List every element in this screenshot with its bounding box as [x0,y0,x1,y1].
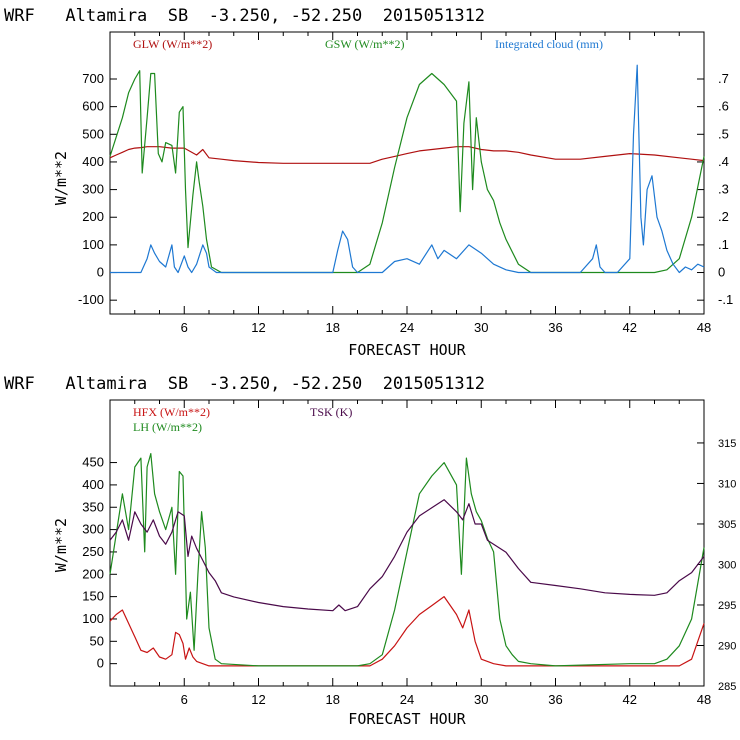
series-line-lh [109,453,705,667]
y2-tick-label: .4 [718,154,729,169]
x-tick-label: 42 [623,320,637,335]
bottom-y-axis-ticks: 0 50 100 150 200 250 300 350 400 450 [82,455,117,671]
y-tick-label: 50 [90,633,104,648]
x-tick-label: 48 [697,692,711,707]
y2-tick-label: 0 [718,265,725,280]
x-tick-label: 12 [251,320,265,335]
top-x-axis-ticks: 6 12 18 24 30 36 42 48 [134,32,711,335]
series-line-glw [109,146,705,164]
y2-tick-label: 305 [718,519,736,531]
legend-hfx: HFX (W/m**2) [133,405,210,419]
y-tick-label: 250 [82,544,104,559]
x-tick-label: 18 [326,692,340,707]
top-chart-title: WRF Altamira SB -3.250, -52.250 20150513… [4,6,485,26]
y2-tick-label: 290 [718,640,736,652]
y-tick-label: 0 [97,265,104,280]
y-tick-label: 300 [82,522,104,537]
x-tick-label: 42 [623,692,637,707]
series-line-gsw [109,70,705,274]
bottom-x-axis-label: FORECAST HOUR [348,710,466,728]
y2-tick-label: .5 [718,126,729,141]
y-tick-label: 100 [82,611,104,626]
top-plot-frame [109,31,705,315]
bottom-series-lines [109,453,705,667]
series-line-hfx [109,596,705,667]
series-line-tsk [109,499,705,612]
bottom-y-axis-label: W/m**2 [52,518,70,572]
top-y-axis-label: W/m**2 [52,151,70,205]
y2-tick-label: .7 [718,71,729,86]
y-tick-label: 600 [82,99,104,114]
bottom-plot-frame [109,399,705,687]
x-tick-label: 6 [181,320,188,335]
legend-glw: GLW (W/m**2) [133,37,212,51]
x-tick-label: 18 [326,320,340,335]
x-tick-label: 48 [697,320,711,335]
y2-tick-label: .3 [718,182,729,197]
y2-tick-label: 300 [718,559,736,571]
y2-tick-label: 310 [718,478,736,490]
legend-lh: LH (W/m**2) [133,420,202,434]
y2-tick-label: .2 [718,209,729,224]
series-line-integrated [110,64,705,274]
y-tick-label: 100 [82,237,104,252]
x-tick-label: 24 [400,692,414,707]
top-series-lines [109,64,705,274]
top-y2-axis-ticks: -.1 0 .1 .2 .3 .4 .5 .6 .7 [697,71,733,307]
y-tick-label: 700 [82,71,104,86]
x-tick-label: 6 [181,692,188,707]
y-tick-label: 350 [82,499,104,514]
y-tick-label: 450 [82,455,104,470]
y-tick-label: 400 [82,477,104,492]
x-tick-label: 30 [474,320,488,335]
y2-tick-label: .1 [718,237,729,252]
x-tick-label: 12 [251,692,265,707]
x-tick-label: 30 [474,692,488,707]
top-x-axis-label: FORECAST HOUR [348,341,466,359]
y-tick-label: 200 [82,209,104,224]
y-tick-label: 400 [82,154,104,169]
y2-tick-label: -.1 [718,292,733,307]
legend-tsk: TSK (K) [310,405,352,419]
x-tick-label: 36 [548,320,562,335]
bottom-x-axis-ticks: 6 12 18 24 30 36 42 48 [134,400,711,707]
y-tick-label: 0 [97,656,104,671]
top-chart: WRF Altamira SB -3.250, -52.250 20150513… [4,6,733,359]
x-tick-label: 24 [400,320,414,335]
legend-gsw: GSW (W/m**2) [325,37,404,51]
x-tick-label: 36 [548,692,562,707]
bottom-chart: WRF Altamira SB -3.250, -52.250 20150513… [4,374,736,728]
y2-tick-label: 285 [718,681,736,693]
y2-tick-label: 315 [718,438,736,450]
bottom-y2-axis-ticks: 285 290 295 300 305 310 315 [697,438,736,693]
legend-cloud: Integrated cloud (mm) [495,37,603,51]
bottom-chart-title: WRF Altamira SB -3.250, -52.250 20150513… [4,374,485,394]
y2-tick-label: .6 [718,99,729,114]
y-tick-label: 500 [82,126,104,141]
y-tick-label: -100 [78,292,104,307]
y-tick-label: 300 [82,182,104,197]
y-tick-label: 200 [82,566,104,581]
y2-tick-label: 295 [718,600,736,612]
y-tick-label: 150 [82,589,104,604]
top-y-axis-ticks: -100 0 100 200 300 400 500 600 700 [78,71,117,307]
